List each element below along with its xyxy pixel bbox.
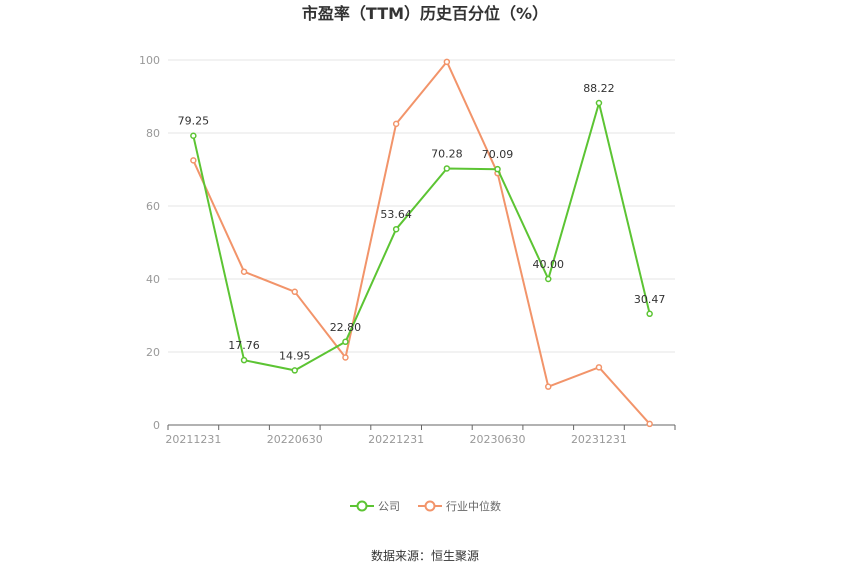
data-label: 17.76 (228, 339, 260, 352)
legend-swatch-marker[interactable] (356, 500, 368, 512)
data-point[interactable] (342, 338, 349, 346)
legend-label[interactable]: 行业中位数 (446, 499, 501, 513)
data-point[interactable] (545, 275, 552, 283)
y-tick-label: 60 (146, 200, 160, 213)
data-point[interactable] (595, 99, 603, 107)
data-point[interactable] (190, 132, 197, 139)
legend-swatch-marker[interactable] (424, 500, 436, 512)
data-point[interactable] (646, 420, 653, 428)
x-tick-label: 20220630 (267, 433, 323, 446)
data-point[interactable] (646, 310, 653, 318)
source-note: 数据来源：恒生聚源 (371, 548, 479, 563)
data-point[interactable] (291, 288, 298, 296)
x-tick-label: 20231231 (571, 433, 627, 446)
data-label: 79.25 (178, 115, 210, 128)
data-label: 40.00 (533, 258, 565, 271)
data-point[interactable] (494, 165, 501, 173)
data-point[interactable] (443, 58, 451, 66)
data-label: 70.28 (431, 147, 463, 160)
y-axis-ticks: 0 20 40 60 80 100 (139, 54, 160, 432)
chart-title: 市盈率（TTM）历史百分位（%） (302, 4, 548, 23)
legend-label[interactable]: 公司 (378, 500, 400, 513)
data-point[interactable] (190, 157, 197, 164)
data-point[interactable] (240, 356, 248, 364)
data-label: 88.22 (583, 82, 615, 95)
data-point[interactable] (392, 120, 400, 128)
y-tick-label: 40 (146, 273, 160, 286)
data-labels: 79.25 17.76 14.95 22.80 53.64 70.28 70.09 40.00… (178, 82, 666, 362)
data-point[interactable] (545, 383, 552, 390)
data-label: 14.95 (279, 349, 311, 362)
series-layer (190, 58, 653, 428)
data-point[interactable] (291, 367, 298, 374)
x-axis: 20211231 20220630 20221231 20230630 20231231 (165, 424, 676, 446)
y-tick-label: 100 (139, 54, 160, 67)
data-label: 30.47 (634, 293, 666, 306)
x-tick-label: 20221231 (368, 433, 424, 446)
data-point[interactable] (342, 354, 349, 361)
data-point[interactable] (595, 364, 603, 371)
data-point[interactable] (443, 165, 451, 172)
x-tick-label: 20230630 (470, 433, 526, 446)
data-label: 22.80 (330, 321, 362, 334)
data-point[interactable] (240, 268, 248, 275)
series-line-1 (192, 60, 651, 425)
data-label: 70.09 (482, 148, 514, 161)
y-tick-label: 20 (146, 346, 160, 359)
x-tick-label: 20211231 (165, 433, 221, 446)
legend[interactable]: 公司 行业中位数 (350, 499, 501, 513)
y-tick-label: 80 (146, 127, 160, 140)
y-tick-label: 0 (153, 419, 160, 432)
series-line-0 (192, 102, 651, 372)
data-point[interactable] (392, 225, 400, 233)
data-label: 53.64 (380, 208, 412, 221)
